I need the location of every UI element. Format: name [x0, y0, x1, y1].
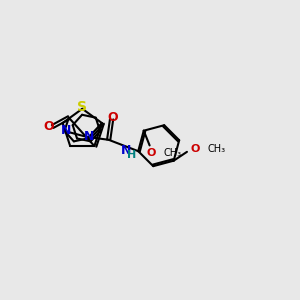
Text: O: O — [108, 111, 118, 124]
Text: CH₃: CH₃ — [164, 148, 181, 158]
Text: O: O — [146, 148, 156, 158]
Text: N: N — [84, 130, 94, 143]
Text: S: S — [77, 100, 87, 114]
Text: CH₃: CH₃ — [208, 145, 226, 154]
Text: O: O — [190, 145, 200, 154]
Text: N: N — [121, 144, 131, 157]
Text: H: H — [127, 150, 136, 160]
Text: N: N — [61, 124, 71, 137]
Text: O: O — [44, 120, 54, 133]
